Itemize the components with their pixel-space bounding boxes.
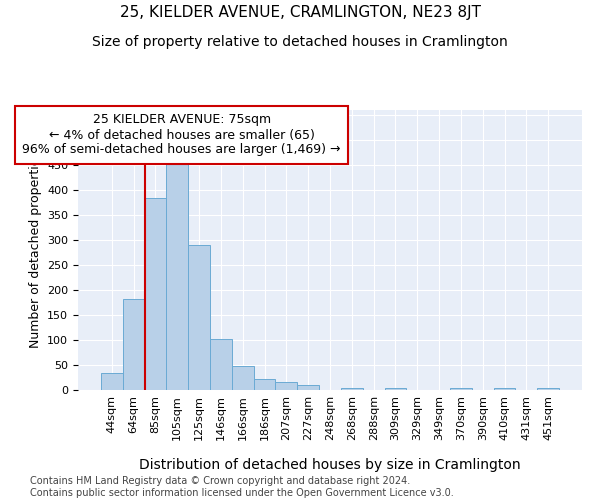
Bar xyxy=(275,382,297,390)
Bar xyxy=(145,198,166,390)
Text: 25, KIELDER AVENUE, CRAMLINGTON, NE23 8JT: 25, KIELDER AVENUE, CRAMLINGTON, NE23 8J… xyxy=(119,5,481,20)
Bar xyxy=(450,388,472,390)
Bar xyxy=(123,298,145,390)
Text: Distribution of detached houses by size in Cramlington: Distribution of detached houses by size … xyxy=(139,458,521,471)
Bar xyxy=(385,388,406,390)
Bar xyxy=(494,388,515,390)
Y-axis label: Number of detached properties: Number of detached properties xyxy=(29,152,41,348)
Text: Contains HM Land Registry data © Crown copyright and database right 2024.
Contai: Contains HM Land Registry data © Crown c… xyxy=(30,476,454,498)
Bar xyxy=(101,372,123,390)
Bar xyxy=(210,338,232,390)
Bar xyxy=(166,161,188,390)
Bar xyxy=(341,388,363,390)
Text: 25 KIELDER AVENUE: 75sqm
← 4% of detached houses are smaller (65)
96% of semi-de: 25 KIELDER AVENUE: 75sqm ← 4% of detache… xyxy=(22,114,341,156)
Bar xyxy=(297,385,319,390)
Bar xyxy=(188,244,210,390)
Bar xyxy=(232,366,254,390)
Text: Size of property relative to detached houses in Cramlington: Size of property relative to detached ho… xyxy=(92,35,508,49)
Bar xyxy=(537,388,559,390)
Bar xyxy=(254,379,275,390)
